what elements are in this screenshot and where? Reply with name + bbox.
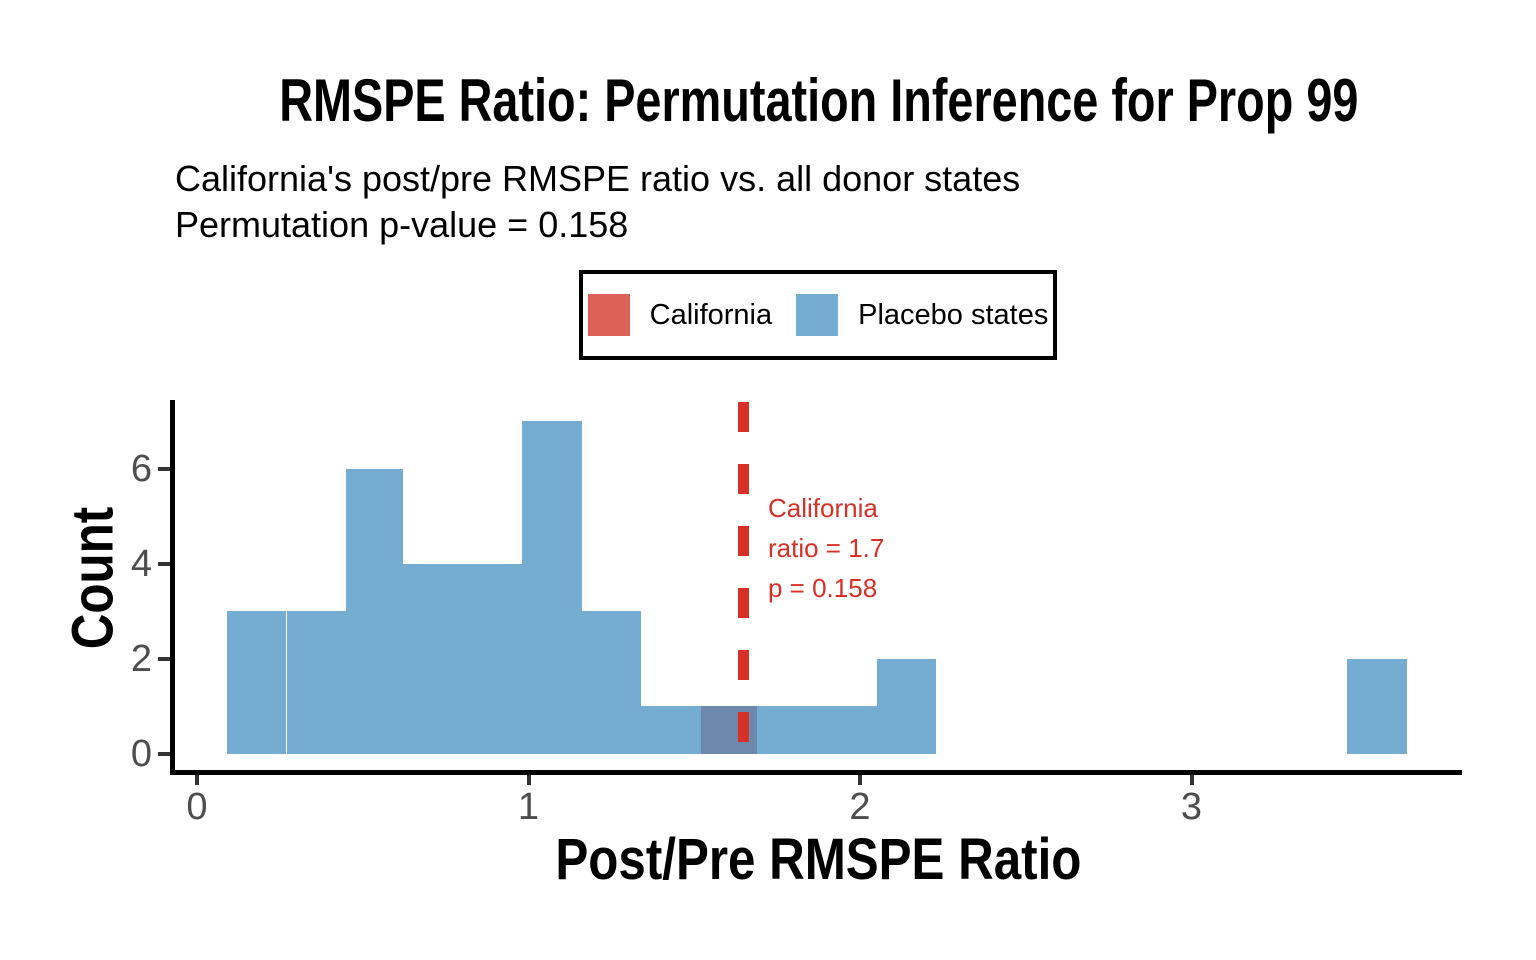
x-tick-label: 1 [517, 786, 540, 828]
y-axis-line [170, 400, 175, 775]
y-tick-mark [158, 656, 170, 661]
legend: California Placebo states [579, 270, 1057, 360]
placebo-histogram-bar [402, 563, 463, 754]
x-axis-line [170, 770, 1462, 775]
chart-title: RMSPE Ratio: Permutation Inference for P… [175, 66, 1462, 134]
x-tick-label: 0 [186, 786, 208, 828]
placebo-histogram-bar [226, 611, 287, 754]
x-tick-label: 3 [1180, 786, 1203, 828]
placebo-histogram-bar [1347, 658, 1407, 754]
x-tick-mark [526, 775, 531, 785]
placebo-histogram-bar [346, 468, 403, 754]
california-annotation: California ratio = 1.7 p = 0.158 [768, 488, 884, 608]
x-axis-title: Post/Pre RMSPE Ratio [175, 826, 1462, 893]
placebo-histogram-bar [462, 563, 522, 754]
california-annotation-line-3: p = 0.158 [768, 573, 878, 603]
y-tick-mark [158, 561, 170, 566]
legend-item-placebo-states: Placebo states [796, 294, 1048, 336]
placebo-histogram-bar [816, 706, 877, 754]
placebo-histogram-bar [286, 611, 347, 754]
placebo-histogram-bar [581, 611, 642, 754]
y-tick-mark [158, 466, 170, 471]
x-tick-mark [858, 775, 862, 785]
california-swatch-icon [587, 294, 630, 336]
y-tick-label: 4 [130, 542, 152, 585]
placebo-states-swatch-icon [796, 294, 839, 336]
x-axis-title-text: Post/Pre RMSPE Ratio [555, 827, 1082, 892]
chart-title-text: RMSPE Ratio: Permutation Inference for P… [278, 66, 1359, 134]
chart-subtitle-line-1: California's post/pre RMSPE ratio vs. al… [175, 158, 1021, 199]
chart-subtitle: California's post/pre RMSPE ratio vs. al… [175, 156, 1020, 248]
california-annotation-line-1: California [768, 493, 878, 523]
x-tick-mark [195, 775, 199, 785]
x-tick-mark [1189, 775, 1194, 785]
y-axis-title-text: Count [60, 506, 126, 650]
legend-label-california: California [649, 298, 773, 331]
placebo-histogram-bar [641, 706, 701, 754]
california-ratio-vline [738, 402, 750, 775]
placebo-histogram-bar [757, 706, 817, 754]
y-tick-mark [158, 752, 170, 756]
placebo-histogram-bar [521, 421, 582, 754]
y-tick-label: 0 [130, 733, 152, 775]
chart-subtitle-line-2: Permutation p-value = 0.158 [175, 204, 629, 245]
legend-label-placebo-states: Placebo states [858, 298, 1049, 331]
y-tick-label: 6 [130, 447, 152, 490]
california-annotation-line-2: ratio = 1.7 [768, 533, 885, 563]
x-tick-label: 2 [849, 786, 871, 828]
y-tick-label: 2 [130, 637, 152, 680]
placebo-histogram-bar [876, 658, 937, 754]
legend-item-california: California [587, 294, 773, 336]
